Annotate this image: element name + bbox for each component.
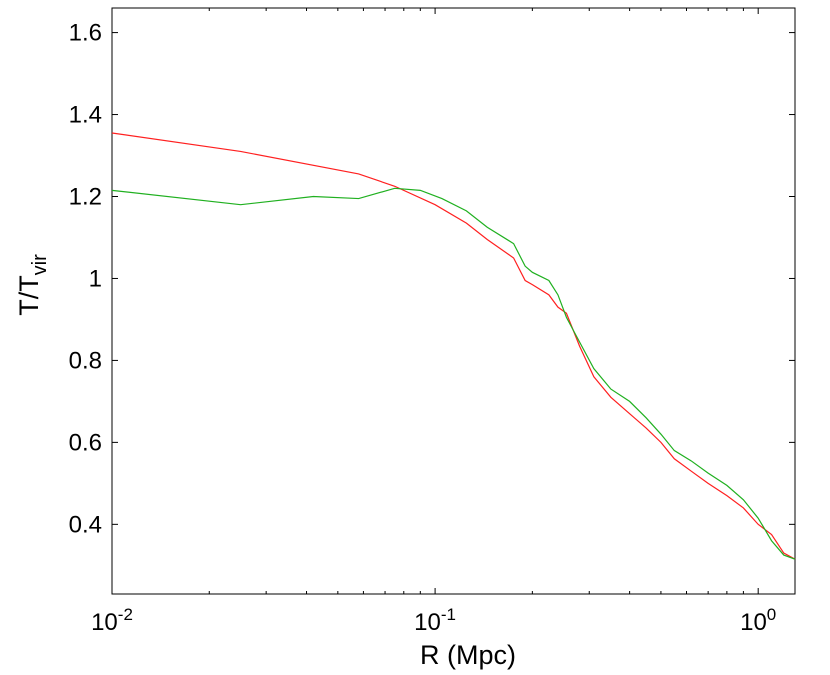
y-axis-label-sub: vir (29, 254, 51, 275)
y-tick-label: 1 (89, 265, 102, 292)
tick-labels: 10-2 10-1 100 0.4 0.6 0.8 1 1.2 1.4 1.6 (69, 20, 777, 636)
x-tick-label: 10-1 (414, 605, 456, 636)
y-axis-label-main: T/T (14, 275, 44, 316)
x-tick-label: 100 (740, 605, 776, 636)
y-tick-label: 0.8 (69, 347, 102, 374)
y-tick-label: 1.6 (69, 20, 102, 47)
series-layer (111, 132, 796, 560)
y-tick-label: 1.4 (69, 102, 102, 129)
series-line-2 (111, 187, 796, 560)
x-tick-label: 10-2 (91, 605, 133, 636)
y-tick-label: 0.4 (69, 511, 102, 538)
y-axis-label: T/Tvir (14, 254, 51, 316)
plot-border (111, 7, 796, 595)
y-tick-label: 0.6 (69, 429, 102, 456)
x-axis-label: R (Mpc) (420, 640, 516, 670)
y-tick-label: 1.2 (69, 184, 102, 211)
series-line-1 (111, 132, 796, 560)
plot-area (111, 7, 796, 595)
tick-marks (111, 8, 795, 594)
